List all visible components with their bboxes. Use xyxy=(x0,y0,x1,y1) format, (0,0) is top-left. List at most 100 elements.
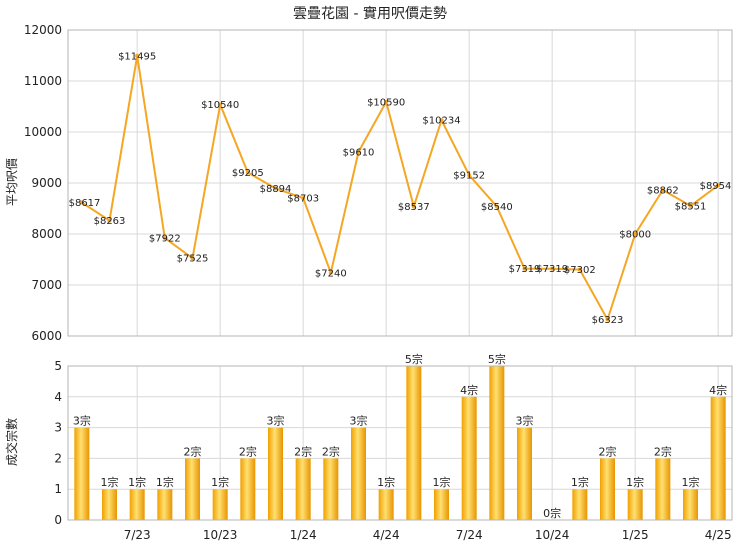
price-y-tick: 7000 xyxy=(31,278,62,292)
x-tick-label: 10/24 xyxy=(535,528,570,542)
x-tick-label: 7/24 xyxy=(456,528,483,542)
volume-plot-frame xyxy=(67,365,733,521)
price-point xyxy=(522,266,527,271)
price-label: $7525 xyxy=(177,254,209,265)
volume-label: 2宗 xyxy=(239,444,257,458)
volume-label: 3宗 xyxy=(350,414,368,428)
volume-bar xyxy=(683,489,698,520)
volume-bar xyxy=(655,458,671,520)
price-label: $10590 xyxy=(367,97,405,108)
volume-bar xyxy=(406,366,422,520)
price-y-tick: 11000 xyxy=(24,74,62,88)
volume-bar xyxy=(323,458,339,520)
volume-label: 3宗 xyxy=(73,414,91,428)
price-point xyxy=(716,183,721,188)
volume-bar xyxy=(351,427,366,520)
price-point xyxy=(328,270,333,275)
price-label: $8617 xyxy=(69,198,101,209)
price-label: $8954 xyxy=(700,181,732,192)
price-point xyxy=(411,204,416,209)
price-point xyxy=(439,118,444,123)
price-point xyxy=(688,203,693,208)
x-tick-label: 7/23 xyxy=(124,528,151,542)
chart-title: 雲疊花園 - 實用呎價走勢 xyxy=(293,5,447,22)
volume-label: 1宗 xyxy=(128,475,146,489)
price-point xyxy=(384,99,389,104)
volume-y-ticks: 0 1 2 3 4 5 xyxy=(54,359,62,527)
price-point xyxy=(301,196,306,201)
price-y-tick: 6000 xyxy=(31,329,62,343)
price-label: $9152 xyxy=(453,171,485,182)
price-point xyxy=(190,256,195,261)
price-label: $6323 xyxy=(592,315,624,326)
price-point xyxy=(467,173,472,178)
price-point xyxy=(605,317,610,322)
volume-bar xyxy=(268,427,283,520)
volume-label: 2宗 xyxy=(599,444,617,458)
x-tick-label: 1/24 xyxy=(290,528,317,542)
price-grid xyxy=(68,29,732,337)
volume-bar xyxy=(710,396,726,520)
volume-bar xyxy=(434,489,449,520)
price-label: $7240 xyxy=(315,268,347,279)
x-tick-label: 1/25 xyxy=(622,528,649,542)
volume-bar xyxy=(157,489,173,520)
price-point xyxy=(633,232,638,236)
volume-label: 1宗 xyxy=(101,475,119,489)
price-point xyxy=(218,102,223,107)
price-y-tick: 8000 xyxy=(31,227,62,241)
price-point xyxy=(577,267,582,272)
volume-label: 1宗 xyxy=(571,475,589,489)
price-label: $7922 xyxy=(149,233,181,244)
price-y-tick: 9000 xyxy=(31,176,62,190)
volume-label: 1宗 xyxy=(211,475,229,489)
volume-label: 1宗 xyxy=(156,475,174,489)
volume-bar xyxy=(572,489,588,520)
price-label: $10540 xyxy=(201,100,239,111)
volume-label: 1宗 xyxy=(433,475,451,489)
price-label: $8894 xyxy=(260,184,292,195)
price-label: $8540 xyxy=(481,202,513,213)
volume-label: 5宗 xyxy=(405,352,423,366)
volume-bar xyxy=(185,458,200,520)
volume-label: 2宗 xyxy=(294,444,312,458)
volume-bar xyxy=(600,458,615,520)
x-ticks: 7/23 10/23 1/24 4/24 7/24 10/24 1/25 4/25 xyxy=(124,528,732,542)
volume-bar xyxy=(212,489,228,520)
volume-label: 1宗 xyxy=(682,475,700,489)
x-tick-label: 10/23 xyxy=(203,528,238,542)
volume-bar xyxy=(129,489,145,520)
volume-label: 5宗 xyxy=(488,352,506,366)
volume-label: 4宗 xyxy=(709,383,727,397)
price-label: $9610 xyxy=(343,147,375,158)
volume-y-tick: 2 xyxy=(54,451,62,465)
price-y-tick: 10000 xyxy=(24,125,62,139)
price-y-tick: 12000 xyxy=(24,23,62,37)
volume-bar xyxy=(240,458,256,520)
price-label: $8703 xyxy=(287,194,319,205)
price-label: $8000 xyxy=(619,230,651,241)
price-point xyxy=(79,200,84,205)
volume-bar xyxy=(295,458,311,520)
price-point xyxy=(245,170,250,175)
x-tick-label: 4/25 xyxy=(705,528,732,542)
volume-label: 2宗 xyxy=(322,444,340,458)
volume-bar xyxy=(627,489,643,520)
price-point xyxy=(660,188,665,193)
volume-bar xyxy=(461,396,477,520)
price-point xyxy=(356,149,361,154)
volume-bar xyxy=(378,489,394,520)
price-label: $7302 xyxy=(564,265,596,276)
price-label: $9205 xyxy=(232,168,264,179)
volume-label: 2宗 xyxy=(654,444,672,458)
price-label: $8551 xyxy=(675,201,707,212)
volume-bar xyxy=(489,366,505,520)
price-point xyxy=(107,218,112,223)
price-labels: $8617 $8263 $11495 $7922 $7525 $10540 $9205 $88… xyxy=(69,51,732,326)
volume-bar xyxy=(517,427,532,520)
price-point xyxy=(162,235,167,240)
price-label: $11495 xyxy=(118,51,156,62)
volume-y-tick: 4 xyxy=(54,390,62,404)
price-y-ticks: 6000 7000 8000 9000 10000 11000 12000 xyxy=(24,23,62,343)
volume-y-tick: 1 xyxy=(54,482,62,496)
